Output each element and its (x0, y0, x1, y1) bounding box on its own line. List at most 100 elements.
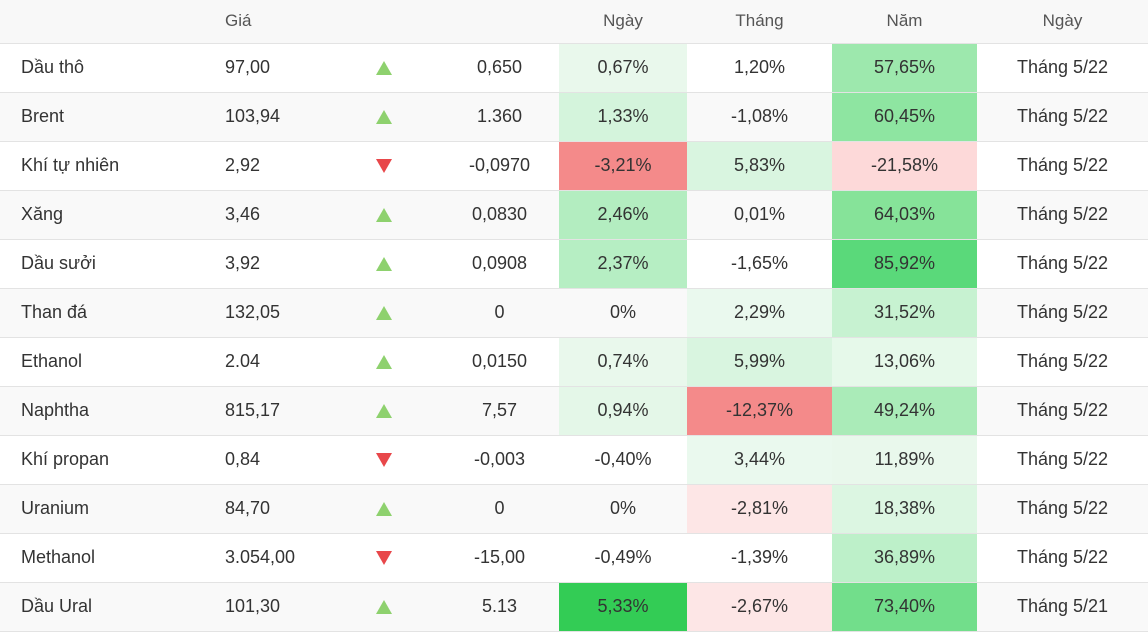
change-value: 7,57 (481, 400, 518, 420)
change-value: 0,0908 (471, 253, 528, 273)
year-change-percent: 73,40% (832, 582, 977, 631)
direction-cell (328, 533, 440, 582)
year-change-percent: 85,92% (832, 239, 977, 288)
date-value: Tháng 5/21 (1016, 596, 1109, 616)
table-row[interactable]: Xăng 3,46 0,0830 2,46% 0,01% 64,03% Tháng 5/22 (0, 190, 1148, 239)
table-row[interactable]: Than đá 132,05 0 0% 2,29% 31,52% Tháng 5/22 (0, 288, 1148, 337)
date-value: Tháng 5/22 (1016, 498, 1109, 518)
day-change-percent: 0,94% (559, 386, 687, 435)
year-change-percent: 31,52% (832, 288, 977, 337)
year-change-percent: 18,38% (832, 484, 977, 533)
change-value: 0,0830 (471, 204, 528, 224)
price-value: 3.054,00 (225, 547, 296, 567)
triangle-up-icon (376, 600, 392, 615)
table-row[interactable]: Khí tự nhiên 2,92 -0,0970 -3,21% 5,83% -21,58… (0, 141, 1148, 190)
day-change-percent: -3,21% (559, 141, 687, 190)
commodity-name[interactable]: Naphtha (21, 400, 90, 420)
table-row[interactable]: Dầu sưởi 3,92 0,0908 2,37% -1,65% 85,92% Tháng… (0, 239, 1148, 288)
triangle-down-icon (376, 551, 392, 566)
change-value: 0,650 (476, 57, 523, 77)
triangle-up-icon (376, 404, 392, 419)
day-change-percent: 1,33% (559, 92, 687, 141)
date-value: Tháng 5/22 (1016, 449, 1109, 469)
commodity-name[interactable]: Dầu Ural (21, 596, 93, 616)
change-value: 0,0150 (471, 351, 528, 371)
day-change-percent: 0,67% (559, 43, 687, 92)
table-row[interactable]: Dầu Ural 101,30 5.13 5,33% -2,67% 73,40% Tháng… (0, 582, 1148, 631)
commodity-name[interactable]: Khí tự nhiên (21, 155, 120, 175)
table-row[interactable]: Dầu thô 97,00 0,650 0,67% 1,20% 57,65% Tháng 5… (0, 43, 1148, 92)
direction-cell (328, 435, 440, 484)
year-change-percent: 57,65% (832, 43, 977, 92)
header-day[interactable]: Ngày (559, 0, 687, 44)
month-change-percent: -1,08% (730, 106, 789, 126)
price-value: 101,30 (225, 596, 281, 616)
header-month[interactable]: Tháng (687, 0, 832, 44)
commodity-name[interactable]: Dầu thô (21, 57, 85, 77)
price-value: 0,84 (225, 449, 261, 469)
price-value: 3,92 (225, 253, 261, 273)
commodity-name[interactable]: Methanol (21, 547, 96, 567)
month-change-percent: 1,20% (733, 57, 786, 77)
price-value: 2.04 (225, 351, 261, 371)
header-price[interactable]: Giá (204, 0, 328, 44)
change-value: 0 (494, 498, 505, 518)
day-change-percent: -0,49% (594, 547, 652, 567)
change-value: -15,00 (473, 547, 526, 567)
date-value: Tháng 5/22 (1016, 400, 1109, 420)
direction-cell (328, 337, 440, 386)
triangle-up-icon (376, 502, 392, 517)
table-row[interactable]: Uranium 84,70 0 0% -2,81% 18,38% Tháng 5/22 (0, 484, 1148, 533)
day-change-percent: 0,74% (559, 337, 687, 386)
month-change-percent: -12,37% (687, 386, 832, 435)
table-header-row: Giá Ngày Tháng Năm Ngày (0, 0, 1148, 44)
direction-cell (328, 141, 440, 190)
commodity-name[interactable]: Uranium (21, 498, 90, 518)
triangle-up-icon (376, 306, 392, 321)
commodity-name[interactable]: Xăng (21, 204, 64, 224)
triangle-down-icon (376, 453, 392, 468)
month-change-percent: -1,39% (730, 547, 789, 567)
commodity-name[interactable]: Dầu sưởi (21, 253, 96, 273)
year-change-percent: 49,24% (832, 386, 977, 435)
day-change-percent: 0% (609, 498, 636, 518)
month-change-percent: 5,83% (687, 141, 832, 190)
triangle-up-icon (376, 61, 392, 76)
price-value: 132,05 (225, 302, 281, 322)
header-change (440, 0, 559, 44)
direction-cell (328, 484, 440, 533)
date-value: Tháng 5/22 (1016, 302, 1109, 322)
direction-cell (328, 239, 440, 288)
header-date[interactable]: Ngày (977, 0, 1148, 44)
price-value: 3,46 (225, 204, 261, 224)
header-name (0, 0, 204, 44)
price-value: 2,92 (225, 155, 261, 175)
direction-cell (328, 582, 440, 631)
commodity-name[interactable]: Than đá (21, 302, 88, 322)
triangle-up-icon (376, 257, 392, 272)
table-body: Dầu thô 97,00 0,650 0,67% 1,20% 57,65% Tháng 5… (0, 43, 1148, 631)
day-change-percent: 2,46% (559, 190, 687, 239)
change-value: -0,003 (473, 449, 526, 469)
direction-cell (328, 288, 440, 337)
table-row[interactable]: Naphtha 815,17 7,57 0,94% -12,37% 49,24% Tháng… (0, 386, 1148, 435)
commodity-name[interactable]: Khí propan (21, 449, 110, 469)
year-change-percent: -21,58% (832, 141, 977, 190)
year-change-percent: 36,89% (832, 533, 977, 582)
month-change-percent: 5,99% (687, 337, 832, 386)
commodity-name[interactable]: Ethanol (21, 351, 83, 371)
month-change-percent: -2,67% (687, 582, 832, 631)
direction-cell (328, 92, 440, 141)
triangle-up-icon (376, 110, 392, 125)
price-value: 97,00 (225, 57, 271, 77)
table-row[interactable]: Methanol 3.054,00 -15,00 -0,49% -1,39% 36,89%… (0, 533, 1148, 582)
table-row[interactable]: Brent 103,94 1.360 1,33% -1,08% 60,45% Tháng 5… (0, 92, 1148, 141)
month-change-percent: 0,01% (733, 204, 786, 224)
triangle-up-icon (376, 208, 392, 223)
table-row[interactable]: Ethanol 2.04 0,0150 0,74% 5,99% 13,06% Tháng 5… (0, 337, 1148, 386)
year-change-percent: 13,06% (832, 337, 977, 386)
header-year[interactable]: Năm (832, 0, 977, 44)
header-arrow (328, 0, 440, 44)
table-row[interactable]: Khí propan 0,84 -0,003 -0,40% 3,44% 11,89% Thá… (0, 435, 1148, 484)
commodity-name[interactable]: Brent (21, 106, 65, 126)
